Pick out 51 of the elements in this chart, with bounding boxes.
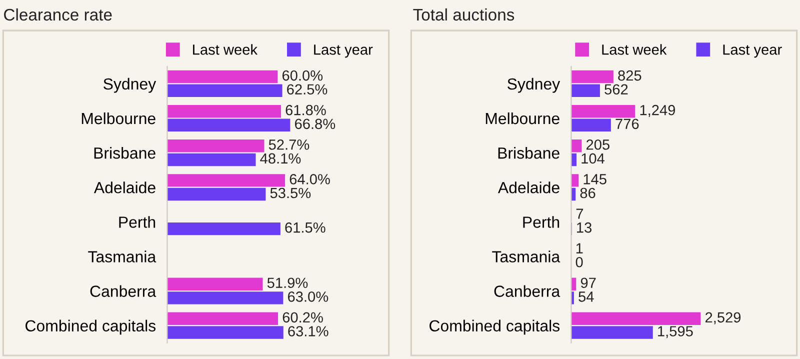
y-tick-label: Brisbane	[498, 147, 560, 159]
data-label: 51.9%	[267, 278, 308, 288]
data-label: 62.5%	[287, 84, 328, 95]
legend-label: Last week	[193, 44, 258, 55]
y-tick-label: Adelaide	[498, 182, 560, 194]
data-label: 64.0%	[290, 174, 330, 184]
data-label: 205	[586, 139, 610, 150]
legend-label: Last week	[602, 44, 667, 55]
y-tick-label: Sydney	[104, 78, 156, 93]
y-tick-label: Canberra	[90, 285, 156, 297]
legend-label: Last year	[723, 44, 782, 58]
data-label: 61.8%	[286, 104, 326, 116]
y-tick-label: Tasmania	[492, 250, 560, 262]
y-tick-label: Perth	[523, 216, 560, 228]
data-label: 145	[584, 174, 606, 184]
y-tick-label: Canberra	[494, 285, 560, 297]
data-label: 1	[576, 243, 583, 254]
data-label: 13	[577, 222, 592, 233]
data-label: 54	[578, 292, 594, 302]
data-label: 63.0%	[288, 292, 328, 302]
legend-label: Last year	[314, 44, 373, 58]
chart-title: Clearance rate	[4, 8, 112, 21]
y-tick-label: Combined capitals	[26, 320, 156, 335]
data-label: 61.5%	[285, 222, 326, 233]
data-label: 2,529	[705, 312, 741, 324]
data-label: 104	[582, 153, 604, 164]
y-tick-label: Melbourne	[486, 112, 560, 124]
y-tick-label: Perth	[119, 216, 156, 228]
data-label: 52.7%	[268, 139, 310, 150]
chart-title: Total auctions	[413, 8, 514, 21]
data-label: 825	[618, 70, 642, 81]
data-label: 1,595	[658, 326, 693, 338]
data-label: 97	[580, 278, 596, 288]
y-tick-label: Melbourne	[82, 112, 156, 124]
data-label: 48.1%	[260, 153, 301, 164]
y-tick-label: Combined capitals	[430, 320, 560, 335]
y-tick-label: Brisbane	[94, 147, 156, 159]
data-label: 7	[576, 208, 583, 219]
data-label: 53.5%	[270, 188, 311, 198]
data-label: 776	[616, 118, 639, 130]
y-tick-label: Adelaide	[94, 182, 156, 194]
data-label: 60.0%	[282, 70, 323, 81]
y-tick-label: Tasmania	[88, 250, 156, 262]
data-label: 1,249	[640, 104, 676, 117]
data-label: 86	[580, 188, 596, 198]
data-label: 562	[604, 84, 628, 95]
data-label: 66.8%	[294, 118, 336, 130]
y-tick-label: Sydney	[508, 78, 560, 93]
data-label: 60.2%	[282, 312, 323, 323]
data-label: 63.1%	[288, 326, 328, 336]
data-label: 0	[576, 256, 583, 268]
